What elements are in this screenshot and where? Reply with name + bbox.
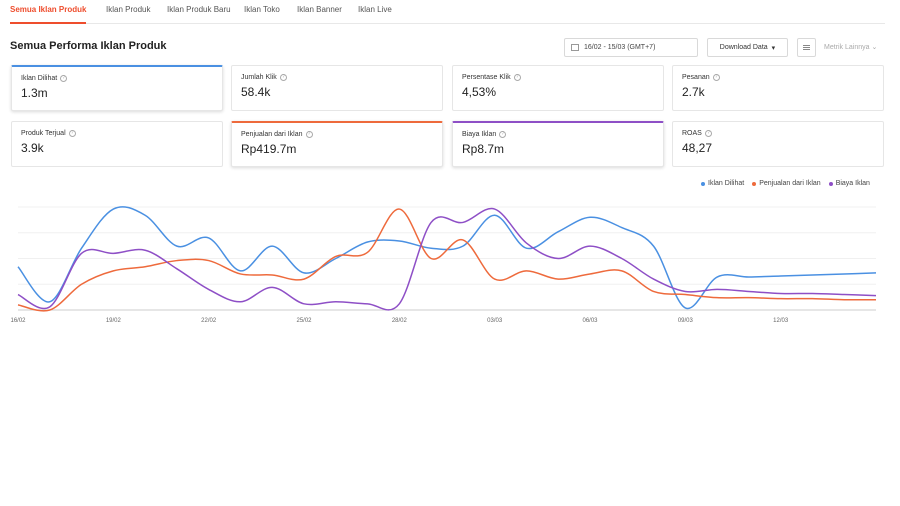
metric-value: 3.9k [21, 141, 44, 155]
page-title: Semua Performa Iklan Produk [10, 40, 167, 52]
legend-dot [752, 181, 757, 186]
help-icon[interactable]: ? [60, 75, 68, 82]
x-tick-label: 03/03 [487, 318, 503, 324]
tab-iklan-produk[interactable]: Iklan Produk [106, 5, 151, 14]
metric-value: Rp419.7m [241, 142, 297, 156]
metrik-label: Metrik Lainnya [824, 44, 870, 51]
legend-item[interactable]: Biaya Iklan [828, 180, 870, 187]
metric-value: 1.3m [21, 86, 48, 100]
metric-card-produk-terjual[interactable]: Produk Terjual? 3.9k [11, 121, 223, 167]
chevron-down-icon: ▾ [771, 44, 776, 52]
tab-iklan-toko[interactable]: Iklan Toko [244, 5, 280, 14]
metric-card-penjualan-dari-iklan[interactable]: Penjualan dari Iklan? Rp419.7m [231, 121, 443, 167]
calendar-icon [571, 44, 579, 51]
series-line-biaya-iklan [17, 207, 877, 311]
help-icon[interactable]: ? [704, 130, 712, 137]
chevron-down-icon: ⌄ [871, 44, 878, 51]
metric-value: 58.4k [241, 85, 271, 99]
tab-semua-iklan-produk[interactable]: Semua Iklan Produk [10, 0, 87, 24]
date-range-picker[interactable]: 16/02 - 15/03 (GMT+7) [564, 38, 698, 57]
x-tick-label: 12/03 [773, 318, 789, 324]
metric-label: Jumlah Klik? [241, 74, 442, 81]
list-icon [803, 47, 810, 48]
metric-card-iklan-dilihat[interactable]: Iklan Dilihat? 1.3m [11, 65, 223, 111]
metric-card-persentase-klik[interactable]: Persentase Klik? 4,53% [452, 65, 664, 111]
tab-iklan-live[interactable]: Iklan Live [358, 5, 392, 14]
metric-label: Pesanan? [682, 74, 883, 81]
help-icon[interactable]: ? [712, 74, 720, 81]
help-icon[interactable]: ? [68, 130, 76, 137]
legend-dot [828, 181, 833, 186]
date-range-text: 16/02 - 15/03 (GMT+7) [584, 44, 656, 51]
x-tick-label: 16/02 [10, 318, 26, 324]
metric-value: 48,27 [682, 141, 713, 155]
help-icon[interactable]: ? [279, 74, 287, 81]
legend-dot [701, 181, 705, 186]
metrik-lainnya-dropdown[interactable]: Metrik Lainnya ⌄ [824, 43, 877, 51]
chart-legend: Iklan Dilihat Penjualan dari Iklan Biaya I… [693, 180, 870, 187]
help-icon[interactable]: ? [305, 131, 313, 138]
download-data-button[interactable]: Download Data ▾ [707, 38, 788, 57]
x-tick-label: 06/03 [582, 318, 598, 324]
metric-label: Penjualan dari Iklan? [241, 131, 442, 138]
series-line-iklan-dilihat [17, 206, 877, 310]
x-tick-label: 25/02 [296, 318, 312, 324]
metric-card-pesanan[interactable]: Pesanan? 2.7k [672, 65, 884, 111]
series-line-penjualan-dari-iklan [17, 208, 877, 312]
metric-card-jumlah-klik[interactable]: Jumlah Klik? 58.4k [231, 65, 443, 111]
tab-bar: Semua Iklan Produk Iklan Produk Iklan Prod… [10, 0, 885, 24]
performance-chart: 16/02 19/02 22/02 25/02 28/02 03/03 06/03 09/03… [10, 206, 877, 324]
help-icon[interactable]: ? [513, 74, 521, 81]
x-tick-label: 22/02 [201, 318, 217, 324]
x-tick-label: 09/03 [678, 318, 694, 324]
help-icon[interactable]: ? [499, 131, 507, 138]
legend-item[interactable]: Penjualan dari Iklan [752, 180, 821, 187]
metric-label: Produk Terjual? [21, 130, 222, 137]
download-label: Download Data [719, 44, 768, 51]
metric-label: Persentase Klik? [462, 74, 663, 81]
x-tick-label: 19/02 [106, 318, 122, 324]
list-view-button[interactable] [797, 38, 816, 57]
tab-iklan-produk-baru[interactable]: Iklan Produk Baru [167, 5, 231, 14]
legend-item[interactable]: Iklan Dilihat [701, 180, 744, 187]
metric-value: Rp8.7m [462, 142, 505, 156]
metric-card-roas[interactable]: ROAS? 48,27 [672, 121, 884, 167]
x-tick-label: 28/02 [392, 318, 408, 324]
metric-label: ROAS? [682, 130, 883, 137]
metric-value: 4,53% [462, 85, 497, 99]
metric-value: 2.7k [682, 85, 705, 99]
metric-label: Iklan Dilihat? [21, 75, 222, 82]
metric-card-biaya-iklan[interactable]: Biaya Iklan? Rp8.7m [452, 121, 664, 167]
metric-label: Biaya Iklan? [462, 131, 663, 138]
tab-iklan-banner[interactable]: Iklan Banner [297, 5, 342, 14]
